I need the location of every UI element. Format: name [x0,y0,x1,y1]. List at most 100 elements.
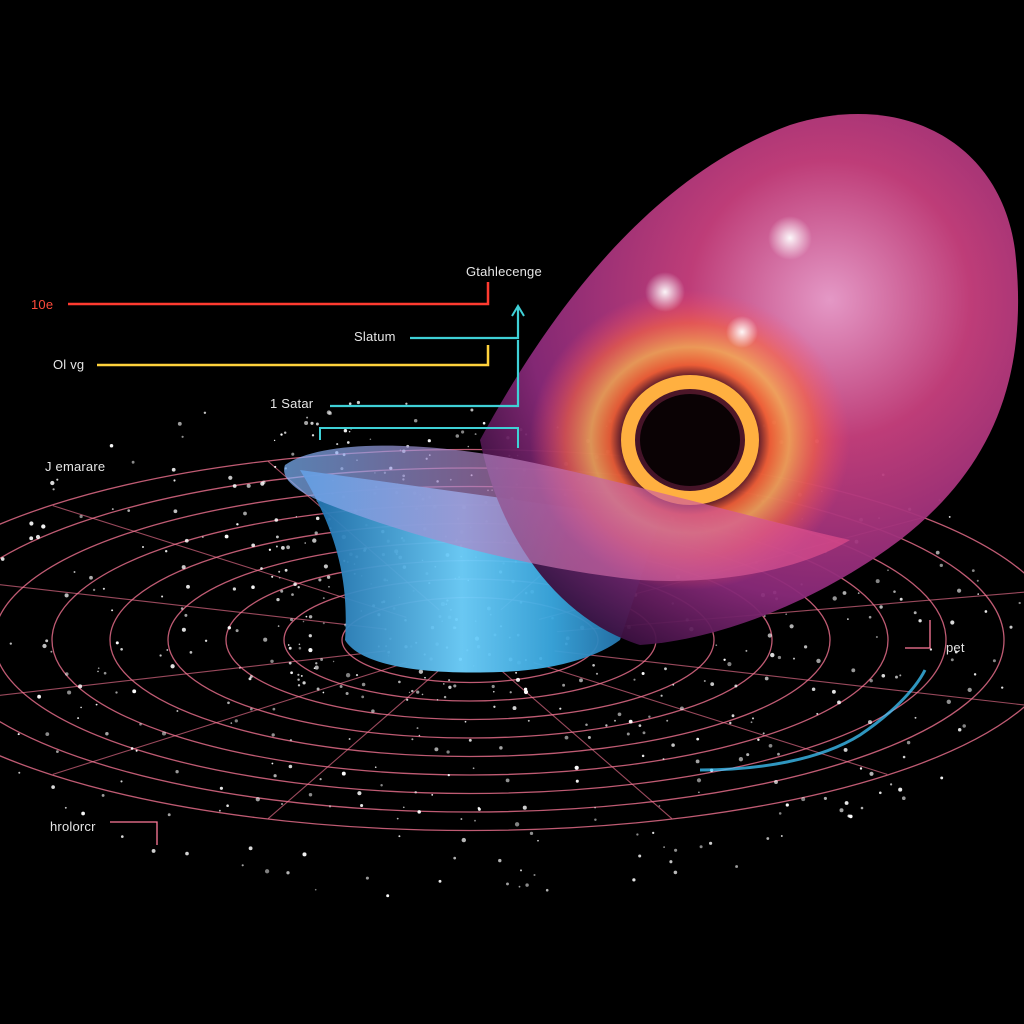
star-dot [842,591,847,595]
star-dot [161,731,167,736]
star-dot [308,634,312,638]
star-dot [662,758,665,760]
star-dot [386,894,390,898]
star-dot [315,662,318,665]
star-dot [763,615,766,617]
star-dot [79,514,83,519]
star-dot [887,569,889,572]
star-dot [660,694,663,697]
star-dot [461,837,466,843]
star-dot [322,691,325,694]
star-dot [638,724,642,727]
star-dot [275,535,279,539]
star-dot [361,682,366,687]
grid-spoke [0,650,386,696]
star-dot [559,707,562,710]
star-dot [313,667,316,669]
star-dot [411,738,414,741]
star-dot [319,778,322,781]
star-dot [81,811,85,816]
star-dot [97,667,100,670]
label-yellow-left: Ol vg [53,357,85,372]
star-dot [523,689,529,695]
star-dot [165,550,168,553]
star-dot [750,721,753,724]
star-dot [120,780,123,783]
star-dot [297,586,300,589]
star-dot [757,738,760,742]
star-dot [298,646,302,650]
star-dot [626,732,630,736]
star-dot [529,831,534,836]
star-dot [857,592,860,594]
star-dot [314,888,317,891]
star-dot [785,803,789,807]
star-dot [305,615,308,618]
star-dot [45,732,50,736]
star-dot [255,797,260,802]
star-dot [948,515,951,518]
star-dot [263,637,268,642]
star-dot [51,785,55,789]
star-dot [881,674,886,678]
star-dot [418,734,421,737]
star-dot [545,888,549,892]
star-dot [525,883,529,887]
grid-spoke [533,662,888,775]
callout-bottom-left [110,821,158,845]
star-dot [56,750,59,753]
star-dot [64,806,67,809]
star-dot [241,864,244,867]
star-dot [954,650,958,654]
star-dot [50,650,53,653]
star-dot [666,719,669,722]
star-dot [283,431,287,434]
star-dot [249,707,253,711]
star-dot [185,851,189,856]
star-dot [293,582,297,587]
star-dot [674,848,678,852]
star-dot [731,714,735,718]
star-dot [398,680,401,684]
star-dot [710,682,715,686]
star-dot [42,643,47,649]
grid-spoke [52,662,407,775]
star-dot [115,691,118,694]
label-bottom-left: hrolorcr [50,819,96,834]
star-dot [793,657,795,660]
star-dot [227,626,231,630]
star-dot [408,691,411,694]
star-dot [695,759,700,764]
star-dot [304,542,306,544]
star-dot [290,671,293,675]
star-dot [696,737,700,741]
star-dot [304,420,309,426]
star-dot [633,678,636,681]
star-dot [369,438,372,440]
highlight-1 [768,216,812,260]
star-dot [699,845,703,849]
accretion-ring [621,375,759,505]
star-dot [348,402,352,406]
star-dot [289,618,294,622]
star-dot [505,778,510,783]
star-dot [929,648,933,651]
star-dot [512,706,517,711]
star-dot [837,700,841,705]
star-dot [474,819,476,822]
star-dot [312,538,317,543]
star-dot [774,780,778,784]
star-dot [438,879,442,883]
star-dot [592,663,595,667]
star-dot [957,728,962,732]
event-horizon [640,394,740,486]
star-dot [232,587,237,591]
star-dot [729,721,732,725]
star-dot [768,743,773,748]
star-dot [278,570,281,573]
star-dot [189,651,193,654]
star-dot [461,430,465,434]
star-dot [302,681,306,685]
star-dot [341,771,346,776]
star-dot [899,674,902,677]
